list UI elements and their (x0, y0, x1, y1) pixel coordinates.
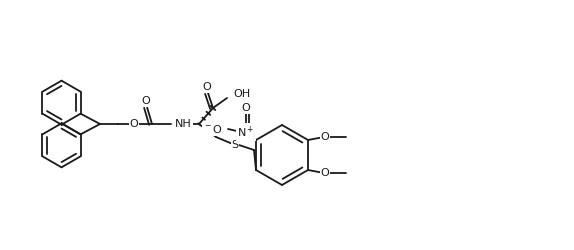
Text: OH: OH (233, 89, 250, 99)
Text: O: O (142, 96, 150, 106)
Text: O: O (321, 168, 329, 178)
Text: O: O (203, 82, 211, 92)
Text: S: S (231, 140, 239, 150)
Text: NH: NH (175, 119, 192, 129)
Text: $^-$O: $^-$O (203, 123, 223, 135)
Text: N$^+$: N$^+$ (237, 124, 255, 140)
Text: O: O (321, 132, 329, 142)
Text: O: O (242, 103, 250, 113)
Text: O: O (130, 119, 138, 129)
